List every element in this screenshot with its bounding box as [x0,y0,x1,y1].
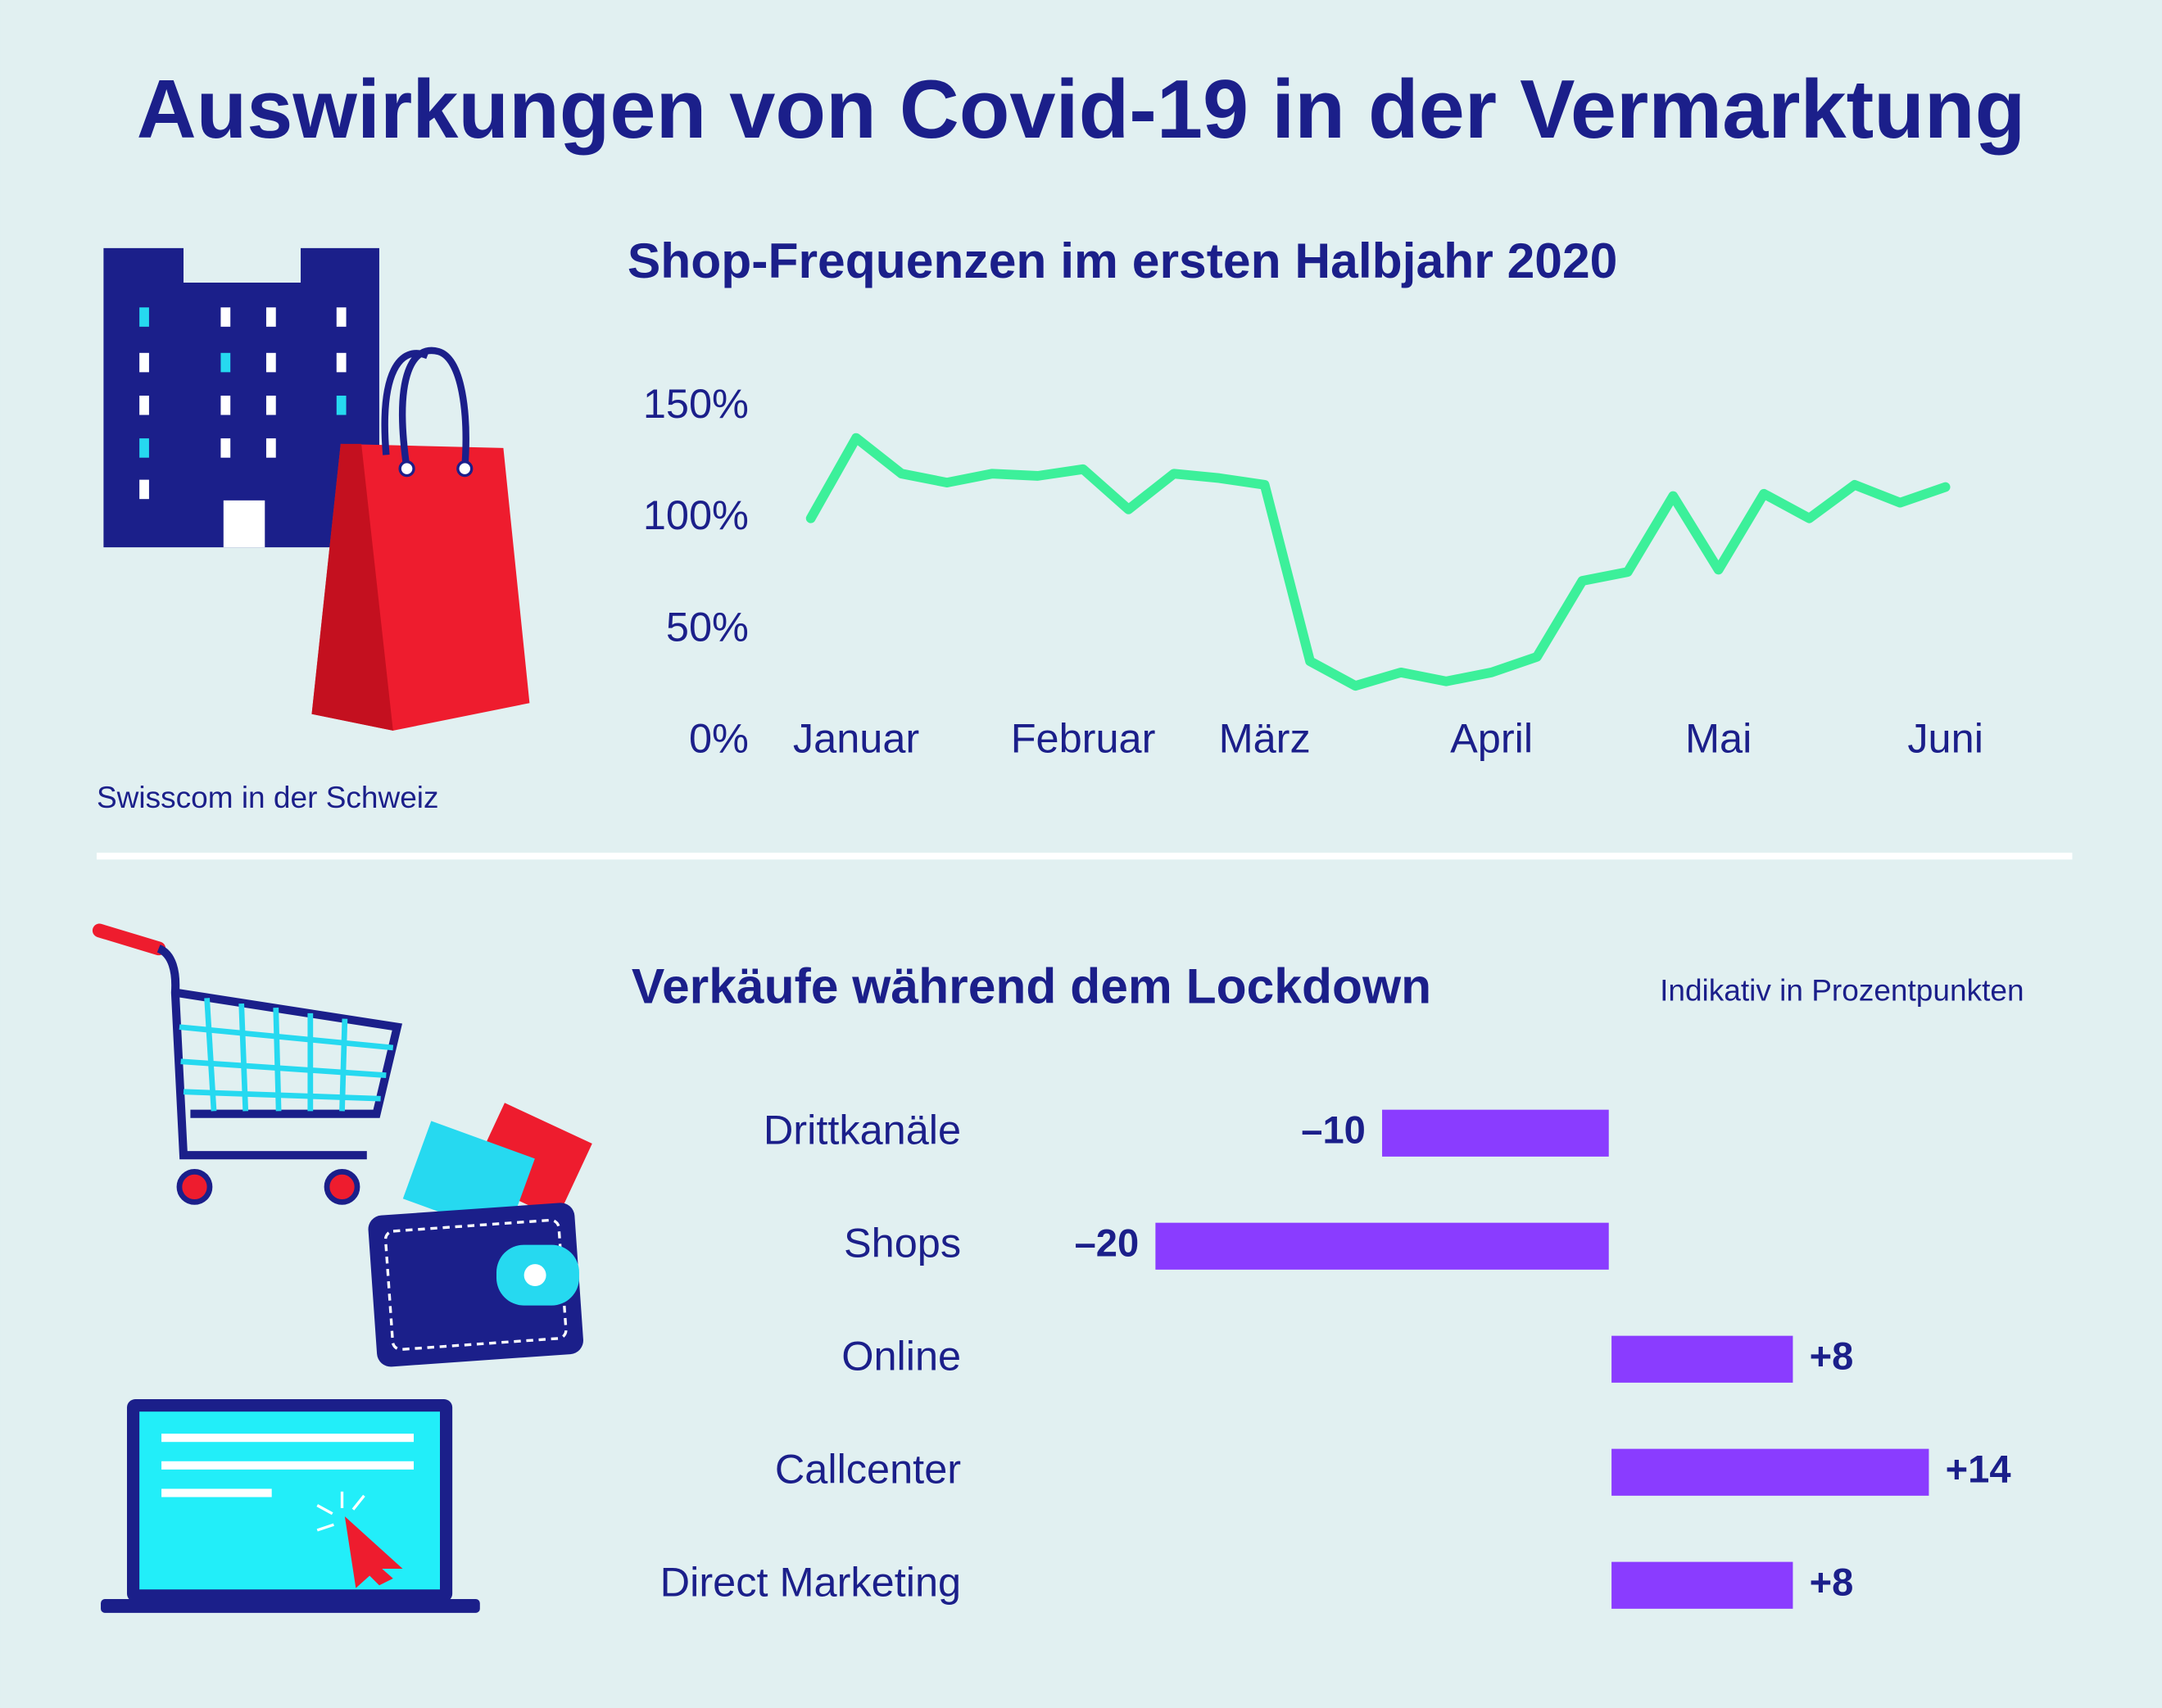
building-icon [103,247,379,548]
chart-subtitle: Indikativ in Prozentpunkten [1660,972,2024,1007]
bar [1611,1335,1793,1383]
value-label: +8 [1810,1334,1854,1378]
category-label: Drittkanäle [764,1107,961,1153]
category-label: Online [841,1333,961,1380]
chart-title: Verkäufe während dem Lockdown [632,958,1431,1013]
x-tick-label: April [1450,715,1533,762]
bag-icon [311,347,530,731]
bar [1611,1561,1793,1609]
y-tick-label: 150% [643,380,749,427]
cart-icon [92,923,403,1205]
value-label: +8 [1810,1561,1854,1604]
x-tick-label: März [1219,715,1311,762]
y-tick-label: 50% [666,603,749,650]
bar [1611,1448,1929,1496]
category-label: Direct Marketing [660,1559,961,1606]
value-label: –20 [1075,1221,1140,1265]
wallet-icon [368,1103,592,1367]
value-label: –10 [1301,1108,1366,1152]
y-tick-label: 100% [643,492,749,538]
category-label: Shops [844,1220,961,1266]
caption: Swisscom in der Schweiz [97,780,439,814]
data-line [805,433,1951,691]
category-label: Callcenter [775,1446,961,1493]
chart-title: Shop-Frequenzen im ersten Halbjahr 2020 [628,233,1618,288]
y-tick-label: 0% [689,715,749,762]
x-tick-label: Mai [1685,715,1752,762]
x-tick-label: Februar [1011,715,1156,762]
laptop-icon [101,1399,480,1613]
bar [1382,1109,1609,1157]
bar [1155,1222,1609,1270]
x-tick-label: Juni [1907,715,1983,762]
x-tick-label: Januar [793,715,919,762]
page-title: Auswirkungen von Covid-19 in der Vermark… [137,64,2026,156]
value-label: +14 [1946,1447,2011,1491]
